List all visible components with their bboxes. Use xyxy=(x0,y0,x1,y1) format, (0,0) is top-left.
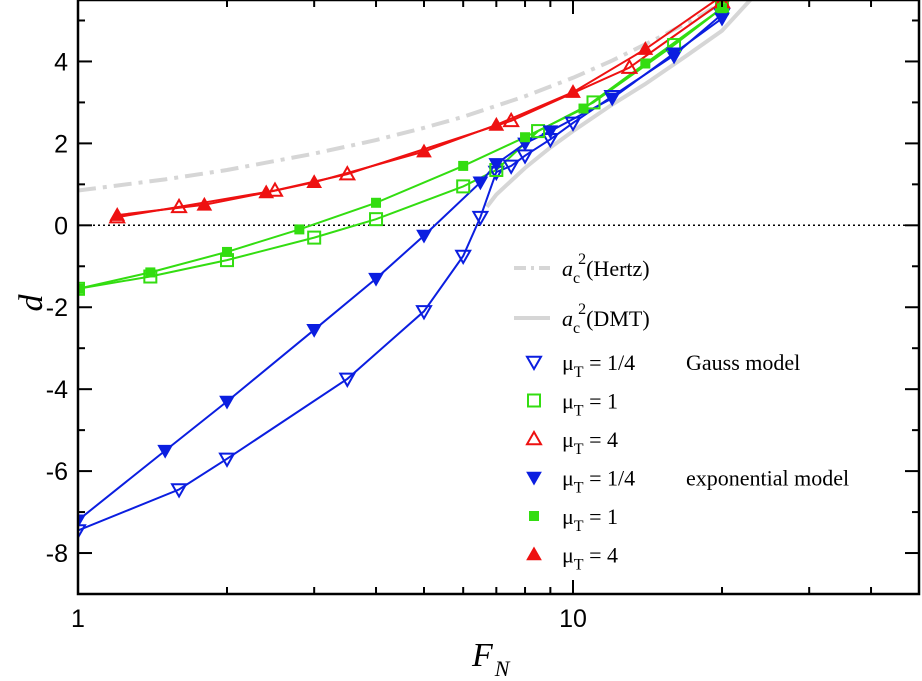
x-tick-label: 10 xyxy=(559,605,587,633)
data-point-series-1 xyxy=(531,124,546,139)
data-point-series-4 xyxy=(222,246,233,257)
legend-marker xyxy=(527,393,541,408)
data-point-series-0 xyxy=(218,452,236,468)
series-line-5 xyxy=(117,0,718,217)
legend-marker xyxy=(525,429,543,446)
data-point-series-3 xyxy=(157,444,174,459)
y-tick-label: -8 xyxy=(46,540,68,568)
data-point-series-5 xyxy=(258,184,275,199)
data-point-series-3 xyxy=(306,324,323,338)
data-point-series-1 xyxy=(586,95,601,110)
legend-marker xyxy=(526,546,542,561)
data-point-series-3 xyxy=(488,158,505,172)
legend-marker xyxy=(526,471,542,486)
curve-layer xyxy=(78,0,753,532)
data-point-series-4 xyxy=(520,132,531,143)
data-point-series-3 xyxy=(219,395,235,410)
data-point-series-2 xyxy=(502,111,520,128)
data-point-series-1 xyxy=(369,212,384,227)
y-tick-label: 4 xyxy=(54,48,68,76)
data-point-series-4 xyxy=(78,283,83,294)
data-point-series-0 xyxy=(454,249,472,266)
y-tick-label: -4 xyxy=(46,376,68,404)
data-point-series-0 xyxy=(564,116,582,132)
legend-label: μT = 4 xyxy=(562,543,618,574)
y-axis-title: d xyxy=(13,294,50,312)
legend-entry-hertz: ac2(Hertz) xyxy=(514,251,650,287)
data-point-series-4 xyxy=(578,103,589,114)
data-point-series-2 xyxy=(338,165,357,181)
data-point-series-0 xyxy=(471,210,490,227)
data-point-series-4 xyxy=(640,58,651,69)
data-point-series-5 xyxy=(306,174,323,189)
y-tick-label: 0 xyxy=(54,212,68,240)
legend-label: μT = 1/4 xyxy=(562,466,635,497)
series-line-4 xyxy=(78,7,723,290)
legend-entry-series-2: μT = 4 xyxy=(525,427,618,458)
data-point-series-5 xyxy=(488,116,505,131)
data-point-series-3 xyxy=(604,92,621,107)
data-point-series-3 xyxy=(472,176,489,191)
data-point-series-0 xyxy=(338,372,357,388)
reference-curve-hertz xyxy=(78,0,730,193)
data-point-series-2 xyxy=(620,58,639,74)
data-point-series-5 xyxy=(196,196,213,211)
data-point-series-5 xyxy=(637,41,654,55)
data-point-series-1 xyxy=(78,281,85,296)
legend-label: ac2(Hertz) xyxy=(562,251,650,287)
legend: ac2(Hertz)ac2(DMT)μT = 1/4 Gauss modelμT … xyxy=(514,251,849,574)
legend-marker xyxy=(525,355,543,372)
y-tick-label: 2 xyxy=(54,130,68,158)
plot-frame xyxy=(76,0,921,596)
data-point-series-1 xyxy=(307,230,322,245)
data-point-series-1 xyxy=(456,179,471,194)
legend-entry-dmt: ac2(DMT) xyxy=(514,301,650,337)
data-point-series-4 xyxy=(145,267,156,278)
data-point-series-3 xyxy=(78,514,86,529)
x-tick-label: 1 xyxy=(71,605,85,633)
legend-label: μT = 1/4 xyxy=(562,350,635,381)
data-point-series-4 xyxy=(294,224,305,235)
tick-layer: -8 -6 -4 -2 0 2 4 1 10 xyxy=(46,0,919,633)
x-axis-title: FN xyxy=(471,637,511,681)
legend-marker xyxy=(529,511,539,521)
reference-curve-dmt xyxy=(485,0,753,209)
legend-entry-series-3: μT = 1/4 exponential model xyxy=(526,466,849,497)
data-point-series-4 xyxy=(371,197,382,208)
data-point-series-2 xyxy=(266,181,284,197)
legend-entry-series-0: μT = 1/4 Gauss model xyxy=(525,350,800,381)
legend-model-label: exponential model xyxy=(686,466,849,491)
data-point-series-4 xyxy=(458,160,469,171)
data-point-series-3 xyxy=(416,229,432,244)
data-point-series-0 xyxy=(78,524,87,540)
data-point-series-0 xyxy=(170,483,188,499)
legend-model-label: Gauss model xyxy=(686,350,800,375)
data-point-series-0 xyxy=(502,159,520,175)
legend-entry-series-4: μT = 1 xyxy=(529,504,618,535)
data-point-series-3 xyxy=(368,272,384,287)
data-point-series-3 xyxy=(666,47,682,62)
data-point-series-0 xyxy=(415,305,433,321)
series-line-1 xyxy=(78,7,723,290)
legend-label: μT = 4 xyxy=(562,427,618,458)
legend-label: ac2(DMT) xyxy=(562,301,650,337)
data-point-series-2 xyxy=(170,197,188,214)
legend-label: μT = 1 xyxy=(562,504,618,535)
legend-label: μT = 1 xyxy=(562,389,618,420)
y-tick-label: -2 xyxy=(46,294,68,322)
data-point-series-3 xyxy=(542,125,559,140)
data-point-series-5 xyxy=(109,207,126,221)
legend-entry-series-1: μT = 1 xyxy=(527,389,618,420)
y-tick-label: -6 xyxy=(46,458,68,486)
data-point-series-5 xyxy=(416,143,432,158)
data-point-series-5 xyxy=(565,84,581,98)
legend-entry-series-5: μT = 4 xyxy=(526,543,618,574)
